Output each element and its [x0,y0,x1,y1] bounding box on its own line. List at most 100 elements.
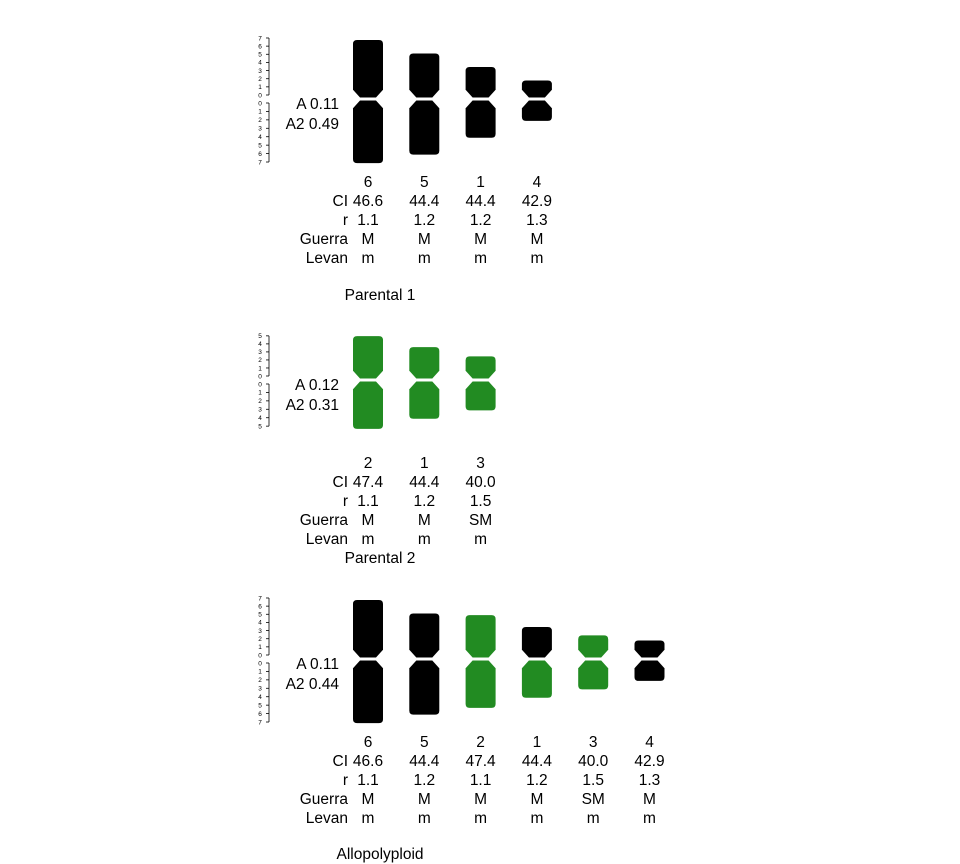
ruler-tick-label: 2 [258,117,262,124]
chromosome-ci: 42.9 [522,193,552,210]
chromosome-levan: m [474,531,487,548]
panel-title: Parental 1 [345,287,416,304]
ruler-tick-label: 1 [258,669,262,676]
chromosome-short-arm [465,615,496,658]
ruler-tick-label: 4 [258,415,262,422]
row-label-levan: Levan [306,810,348,827]
chromosome-name: 1 [420,455,429,472]
chromosome-guerra: M [643,791,656,808]
chromosome-guerra: SM [582,791,605,808]
chromosome-4: 4 42.9 1.3 Mm [634,640,665,827]
ruler-tick-label: 7 [258,159,262,166]
chromosome-name: 6 [364,734,373,751]
row-label-guerra: Guerra [300,512,349,529]
chromosome-guerra: M [418,231,431,248]
chromosome-3: 3 40.0 1.5 SM m [465,356,496,548]
chromosome-name: 3 [589,734,598,751]
chromosome-name: 4 [533,174,542,191]
ruler-tick-label: 2 [258,398,262,405]
ruler-tick-label: 1 [258,84,262,91]
chromosome-ci: 44.4 [409,193,440,210]
chromosome-short-arm [353,599,383,658]
chromosome-r: 1.1 [470,772,492,789]
chromosome-r: 1.1 [357,493,379,510]
asymmetry-a-label: A 0.11 [296,656,339,673]
ruler-tick-label: 1 [258,644,262,651]
chromosome-r: 1.5 [582,772,604,789]
chromosome-6: 6 46.6 1.1 Mm [353,599,383,827]
chromosome-long-arm [634,660,665,681]
chromosome-r: 1.2 [470,212,492,229]
chromosome-5: 5 44.4 1.2 Mm [409,613,440,827]
chromosome-3: 3 40.0 1.5 SM m [578,635,609,827]
chromosome-ci: 42.9 [634,753,664,770]
ruler-tick-label: 0 [258,373,262,380]
chromosome-guerra: M [362,512,375,529]
chromosome-1: 1 44.4 1.2 Mm [521,626,553,827]
ruler-tick-label: 5 [258,423,262,430]
chromosome-levan: m [643,810,656,827]
chromosome-name: 2 [476,734,485,751]
chromosome-levan: m [362,250,375,267]
chromosome-levan: m [362,810,375,827]
ruler-tick-label: 2 [258,76,262,83]
chromosome-guerra: M [530,231,543,248]
chromosome-levan: m [362,531,375,548]
chromosome-short-arm [521,626,552,658]
chromosome-short-arm [409,613,440,658]
chromosome-long-arm [465,381,496,411]
chromosome-levan: m [418,810,431,827]
ruler-tick-label: 6 [258,603,262,610]
chromosome-name: 1 [476,174,485,191]
row-label-levan: Levan [306,250,348,267]
chromosome-2: 2 47.4 1.1 Mm [353,336,384,548]
chromosome-r: 1.1 [357,772,379,789]
ruler-tick-label: 6 [258,711,262,718]
chromosome-r: 1.3 [639,772,661,789]
ruler-tick-label: 2 [258,677,262,684]
chromosome-1: 1 44.4 1.2 Mm [465,66,496,267]
ruler-tick-label: 6 [258,43,262,50]
chromosome-name: 1 [533,734,542,751]
asymmetry-a2-label: A2 0.31 [286,397,339,414]
chromosome-guerra: SM [469,512,492,529]
chromosome-levan: m [530,810,543,827]
chromosome-ci: 40.0 [578,753,609,770]
panel-title: Parental 2 [345,550,416,567]
chromosome-ci: 47.4 [353,474,384,491]
chromosome-ci: 44.4 [409,753,440,770]
chromosome-levan: m [530,250,543,267]
ruler-tick-label: 5 [258,142,262,149]
chromosome-ci: 44.4 [522,753,553,770]
chromosome-long-arm [465,100,496,138]
ruler-tick-label: 1 [258,109,262,116]
chromosome-r: 1.1 [357,212,379,229]
chromosome-levan: m [418,250,431,267]
asymmetry-a-label: A 0.11 [296,96,339,113]
chromosome-guerra: M [418,512,431,529]
chromosome-r: 1.2 [414,212,436,229]
ruler-tick-label: 7 [258,35,262,42]
chromosome-r: 1.2 [526,772,548,789]
row-label-r: r [343,772,348,789]
ruler-tick-label: 7 [258,719,262,726]
chromosome-r: 1.3 [526,212,548,229]
ruler-tick-label: 4 [258,620,262,627]
chromosome-name: 5 [420,734,429,751]
ruler-tick-label: 0 [258,92,262,99]
ruler-tick-label: 3 [258,68,262,75]
row-label-r: r [343,212,348,229]
chromosome-short-arm [521,80,552,98]
chromosome-long-arm [465,660,496,708]
chromosome-levan: m [418,531,431,548]
chromosome-long-arm [409,660,440,715]
chromosome-short-arm [409,347,440,379]
ruler-tick-label: 4 [258,341,262,348]
ruler-tick-label: 0 [258,381,262,388]
chromosome-short-arm [578,635,609,658]
ruler-tick-label: 3 [258,628,262,635]
ruler-tick-label: 5 [258,52,262,59]
chromosome-short-arm [353,39,383,98]
